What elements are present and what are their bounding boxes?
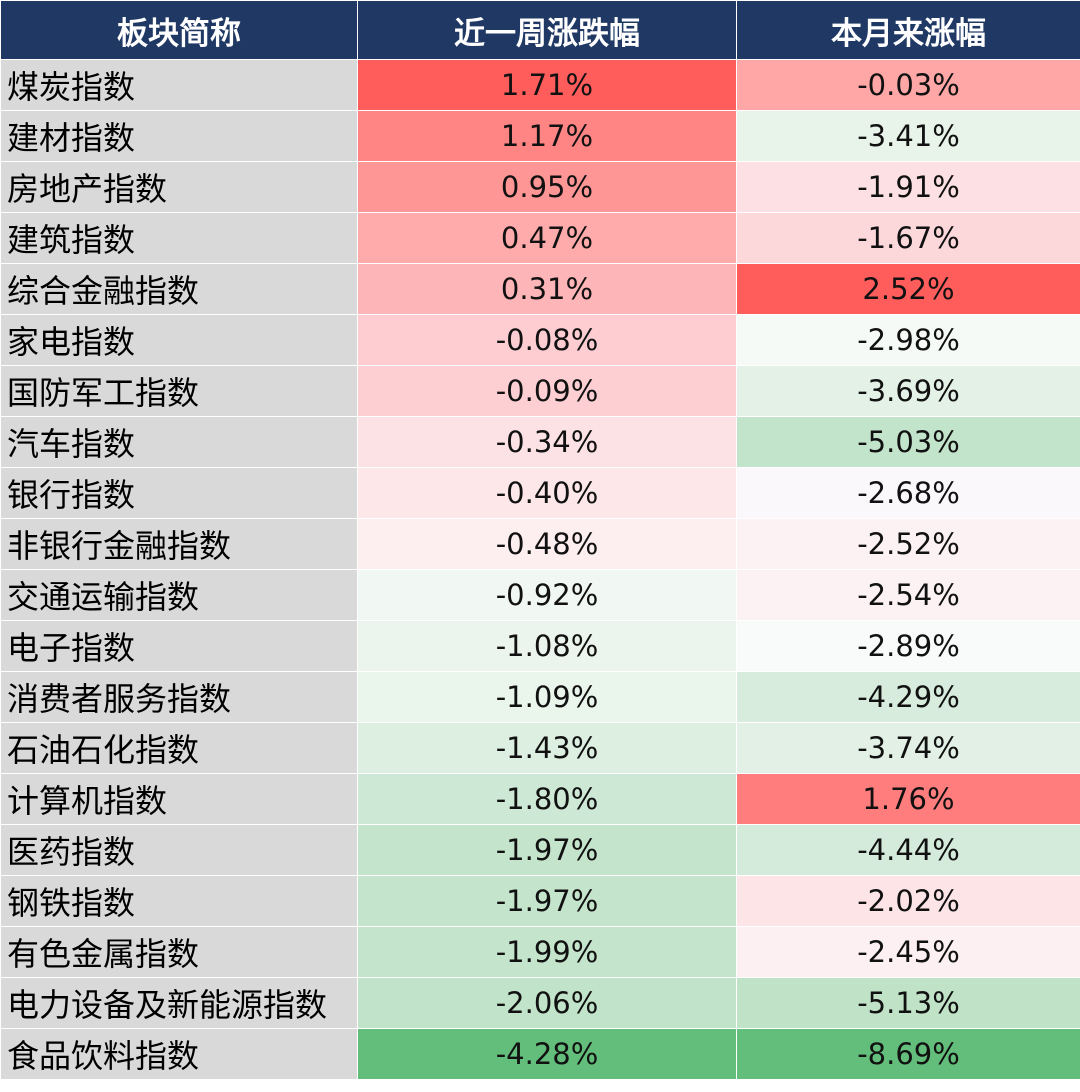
table-header: 板块简称 近一周涨跌幅 本月来涨幅 — [0, 0, 1080, 60]
month-change-cell: -2.02% — [736, 875, 1080, 927]
month-change-cell: -8.69% — [736, 1028, 1080, 1080]
month-change-cell: -4.29% — [736, 671, 1080, 723]
month-change-cell: -3.69% — [736, 365, 1080, 417]
table-row: 家电指数 -0.08% -2.98% — [0, 314, 1080, 366]
week-change-cell: -1.09% — [357, 671, 737, 723]
month-change-cell: 2.52% — [736, 263, 1080, 315]
sector-name-cell: 非银行金融指数 — [0, 518, 358, 570]
week-change-cell: -4.28% — [357, 1028, 737, 1080]
week-change-cell: -0.48% — [357, 518, 737, 570]
table-row: 交通运输指数 -0.92% -2.54% — [0, 569, 1080, 621]
week-change-cell: 0.47% — [357, 212, 737, 264]
month-change-cell: -1.67% — [736, 212, 1080, 264]
month-change-cell: -2.68% — [736, 467, 1080, 519]
sector-name-cell: 消费者服务指数 — [0, 671, 358, 723]
table-row: 建材指数 1.17% -3.41% — [0, 110, 1080, 162]
table-row: 建筑指数 0.47% -1.67% — [0, 212, 1080, 264]
sector-name-cell: 电子指数 — [0, 620, 358, 672]
sector-name-cell: 银行指数 — [0, 467, 358, 519]
header-week-change: 近一周涨跌幅 — [357, 0, 737, 60]
week-change-cell: -0.34% — [357, 416, 737, 468]
table-row: 电力设备及新能源指数 -2.06% -5.13% — [0, 977, 1080, 1029]
week-change-cell: -0.92% — [357, 569, 737, 621]
table-row: 食品饮料指数 -4.28% -8.69% — [0, 1028, 1080, 1080]
table-row: 国防军工指数 -0.09% -3.69% — [0, 365, 1080, 417]
sector-name-cell: 汽车指数 — [0, 416, 358, 468]
month-change-cell: -5.13% — [736, 977, 1080, 1029]
sector-name-cell: 医药指数 — [0, 824, 358, 876]
week-change-cell: 1.17% — [357, 110, 737, 162]
sector-name-cell: 有色金属指数 — [0, 926, 358, 978]
sector-name-cell: 电力设备及新能源指数 — [0, 977, 358, 1029]
sector-name-cell: 建材指数 — [0, 110, 358, 162]
week-change-cell: -1.97% — [357, 875, 737, 927]
month-change-cell: -2.98% — [736, 314, 1080, 366]
table-row: 有色金属指数 -1.99% -2.45% — [0, 926, 1080, 978]
month-change-cell: -1.91% — [736, 161, 1080, 213]
table-row: 电子指数 -1.08% -2.89% — [0, 620, 1080, 672]
table-row: 石油石化指数 -1.43% -3.74% — [0, 722, 1080, 774]
week-change-cell: -1.80% — [357, 773, 737, 825]
week-change-cell: -0.08% — [357, 314, 737, 366]
header-sector-name: 板块简称 — [0, 0, 358, 60]
month-change-cell: -2.45% — [736, 926, 1080, 978]
sector-name-cell: 石油石化指数 — [0, 722, 358, 774]
table-row: 银行指数 -0.40% -2.68% — [0, 467, 1080, 519]
month-change-cell: -2.54% — [736, 569, 1080, 621]
month-change-cell: -4.44% — [736, 824, 1080, 876]
month-change-cell: -3.74% — [736, 722, 1080, 774]
sector-name-cell: 房地产指数 — [0, 161, 358, 213]
week-change-cell: -2.06% — [357, 977, 737, 1029]
table-row: 综合金融指数 0.31% 2.52% — [0, 263, 1080, 315]
header-row: 板块简称 近一周涨跌幅 本月来涨幅 — [0, 0, 1080, 60]
month-change-cell: -0.03% — [736, 59, 1080, 111]
week-change-cell: -1.08% — [357, 620, 737, 672]
month-change-cell: -2.52% — [736, 518, 1080, 570]
week-change-cell: 1.71% — [357, 59, 737, 111]
sector-name-cell: 煤炭指数 — [0, 59, 358, 111]
table-row: 计算机指数 -1.80% 1.76% — [0, 773, 1080, 825]
sector-name-cell: 食品饮料指数 — [0, 1028, 358, 1080]
table-row: 医药指数 -1.97% -4.44% — [0, 824, 1080, 876]
table-row: 消费者服务指数 -1.09% -4.29% — [0, 671, 1080, 723]
table-row: 钢铁指数 -1.97% -2.02% — [0, 875, 1080, 927]
sector-name-cell: 国防军工指数 — [0, 365, 358, 417]
header-month-change: 本月来涨幅 — [736, 0, 1080, 60]
week-change-cell: -0.40% — [357, 467, 737, 519]
sector-name-cell: 计算机指数 — [0, 773, 358, 825]
week-change-cell: -1.99% — [357, 926, 737, 978]
sector-name-cell: 家电指数 — [0, 314, 358, 366]
week-change-cell: 0.95% — [357, 161, 737, 213]
sector-name-cell: 综合金融指数 — [0, 263, 358, 315]
table-row: 非银行金融指数 -0.48% -2.52% — [0, 518, 1080, 570]
table-row: 汽车指数 -0.34% -5.03% — [0, 416, 1080, 468]
month-change-cell: -2.89% — [736, 620, 1080, 672]
table-row: 房地产指数 0.95% -1.91% — [0, 161, 1080, 213]
week-change-cell: -1.43% — [357, 722, 737, 774]
week-change-cell: -1.97% — [357, 824, 737, 876]
month-change-cell: -5.03% — [736, 416, 1080, 468]
sector-name-cell: 建筑指数 — [0, 212, 358, 264]
month-change-cell: -3.41% — [736, 110, 1080, 162]
sector-name-cell: 交通运输指数 — [0, 569, 358, 621]
month-change-cell: 1.76% — [736, 773, 1080, 825]
sector-name-cell: 钢铁指数 — [0, 875, 358, 927]
table-body: 煤炭指数 1.71% -0.03% 建材指数 1.17% -3.41% 房地产指数 0.95%… — [0, 59, 1080, 1080]
table-row: 煤炭指数 1.71% -0.03% — [0, 59, 1080, 111]
week-change-cell: -0.09% — [357, 365, 737, 417]
week-change-cell: 0.31% — [357, 263, 737, 315]
